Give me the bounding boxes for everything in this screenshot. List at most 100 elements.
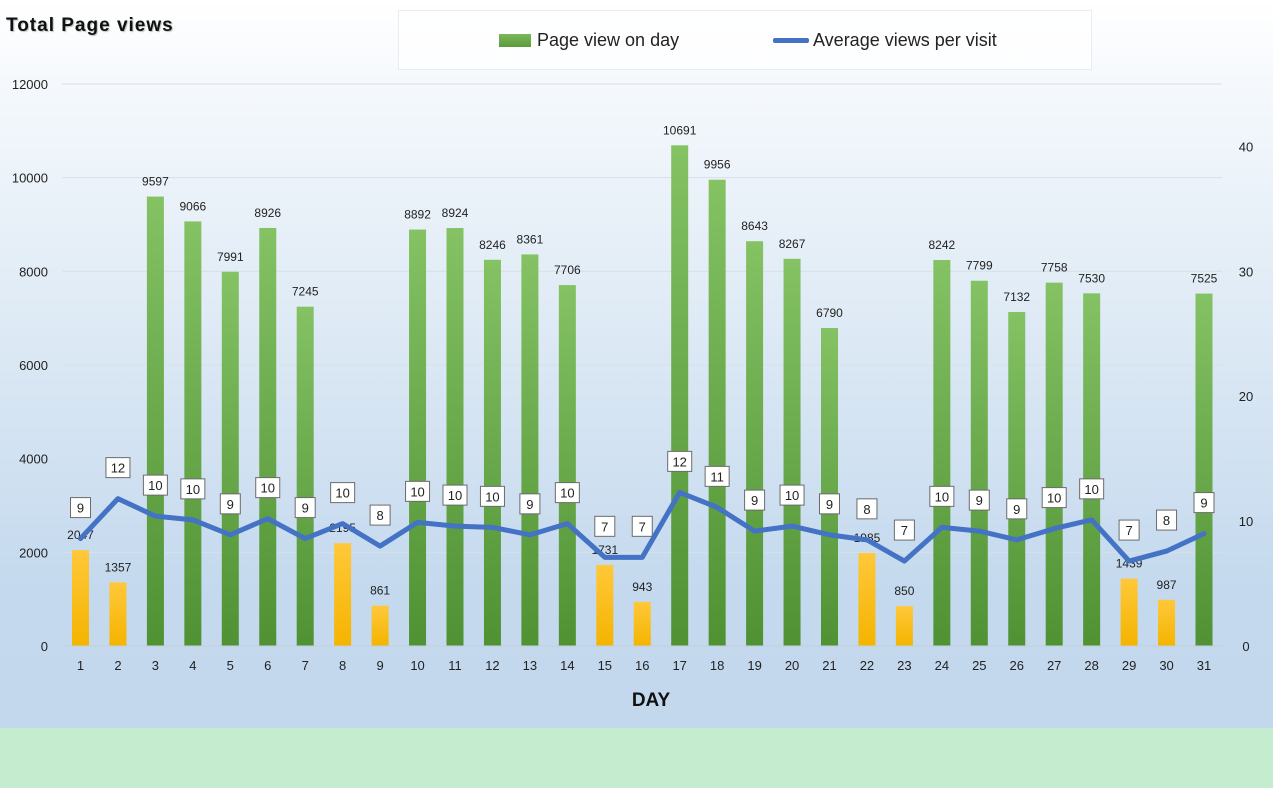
bar [783, 258, 801, 646]
x-tick-label: 16 [635, 658, 649, 673]
y-tick-label: 6000 [19, 358, 48, 373]
bar [483, 259, 501, 646]
x-tick-label: 30 [1159, 658, 1173, 673]
line-value-label: 9 [77, 501, 84, 516]
bar-highlight [334, 543, 352, 646]
footer-band [0, 728, 1273, 788]
line-value-label: 10 [410, 484, 424, 499]
line-label-box [369, 504, 391, 526]
y-axis-left: 0 2000 4000 6000 8000 10000 12000 [12, 77, 48, 654]
line-value-label: 10 [335, 486, 349, 501]
x-tick-label: 31 [1197, 658, 1211, 673]
line-label-box [929, 485, 955, 507]
bar-highlight [72, 550, 89, 646]
line-label-box [554, 482, 580, 504]
line-value-label: 9 [526, 497, 533, 512]
bar-value-label: 6790 [816, 306, 843, 320]
x-tick-label: 23 [897, 658, 911, 673]
line-label-box [519, 493, 541, 515]
bar [933, 259, 951, 646]
line-path [78, 489, 1207, 564]
line-label-box [1079, 478, 1105, 500]
y2-tick-label: 0 [1242, 639, 1249, 654]
bar-value-label: 943 [632, 580, 652, 594]
x-tick-label: 1 [77, 658, 84, 673]
bar [446, 228, 464, 646]
line-label-box [330, 482, 356, 504]
y-tick-label: 12000 [12, 77, 48, 92]
bar-value-label: 7758 [1041, 261, 1068, 275]
bar-highlight [1158, 599, 1176, 646]
y-tick-label: 10000 [12, 171, 48, 186]
line-value-label: 10 [785, 488, 799, 503]
x-tick-label: 4 [189, 658, 196, 673]
y2-tick-label: 30 [1239, 264, 1253, 279]
x-tick-label: 21 [822, 658, 836, 673]
bar [259, 227, 277, 646]
bar-value-label: 7132 [1003, 290, 1030, 304]
legend-label-line: Average views per visit [813, 30, 997, 50]
line-value-label: 10 [1084, 482, 1098, 497]
line-value-label: 8 [863, 502, 870, 517]
line-label-box [704, 465, 730, 487]
bar-series [72, 145, 1213, 647]
legend: Page view on day Average views per visit [398, 10, 1092, 70]
line-label-box [219, 493, 241, 515]
line-label-box [255, 477, 281, 499]
line-label-box [142, 474, 168, 496]
bar [1195, 293, 1213, 646]
bar-value-label: 7706 [554, 263, 581, 277]
line-value-label: 10 [1047, 491, 1061, 506]
y2-tick-label: 40 [1239, 139, 1253, 154]
bar-value-label: 9597 [142, 175, 169, 189]
line-label-box [1156, 509, 1178, 531]
bar-value-label: 8926 [254, 206, 281, 220]
line-value-label: 10 [935, 489, 949, 504]
bar-highlight [109, 582, 127, 646]
bar-value-label: 10691 [663, 123, 697, 137]
bar-value-label: 8924 [442, 206, 469, 220]
line-value-label: 7 [601, 519, 608, 534]
bar-value-label: 7245 [292, 285, 319, 299]
line-label-box [893, 519, 915, 541]
bar-highlight [633, 601, 651, 646]
chart-title: Total Page views [6, 15, 174, 36]
line-value-label: 10 [485, 489, 499, 504]
bar-highlight [895, 606, 913, 646]
y-tick-label: 0 [41, 639, 48, 654]
y-tick-label: 4000 [19, 452, 48, 467]
x-tick-label: 9 [376, 658, 383, 673]
x-tick-label: 14 [560, 658, 574, 673]
legend-item-bars: Page view on day [499, 30, 679, 51]
bar-value-label: 8267 [779, 237, 806, 251]
bar [146, 196, 164, 646]
bar-value-label: 7525 [1191, 272, 1218, 286]
line-label-box [1118, 519, 1140, 541]
x-tick-label: 13 [523, 658, 537, 673]
bar [296, 306, 314, 646]
bar-highlight [858, 553, 876, 646]
bar [746, 241, 764, 647]
bar-highlight [371, 605, 389, 646]
line-label-box [594, 515, 616, 537]
line-label-box [180, 478, 206, 500]
line-label-box [968, 489, 990, 511]
legend-line-swatch [773, 38, 809, 43]
line-value-label: 10 [448, 488, 462, 503]
x-tick-label: 10 [410, 658, 424, 673]
line-value-label: 9 [1200, 496, 1207, 511]
line-value-label: 12 [111, 461, 125, 476]
bar [671, 145, 689, 646]
line-series [78, 489, 1207, 564]
line-labels: 9 12 10 10 9 10 9 10 8 10 10 10 9 10 7 7 12 11 9 10 9 8 7 10 9 9 1… [70, 450, 1215, 541]
legend-item-line: Average views per visit [773, 30, 997, 51]
line-label-box [631, 515, 653, 537]
x-tick-label: 15 [598, 658, 612, 673]
line-value-label: 7 [901, 523, 908, 538]
y2-tick-label: 10 [1239, 514, 1253, 529]
x-tick-label: 19 [747, 658, 761, 673]
line-value-label: 11 [710, 469, 724, 484]
line-label-box [1006, 498, 1028, 520]
bar [1008, 311, 1026, 646]
